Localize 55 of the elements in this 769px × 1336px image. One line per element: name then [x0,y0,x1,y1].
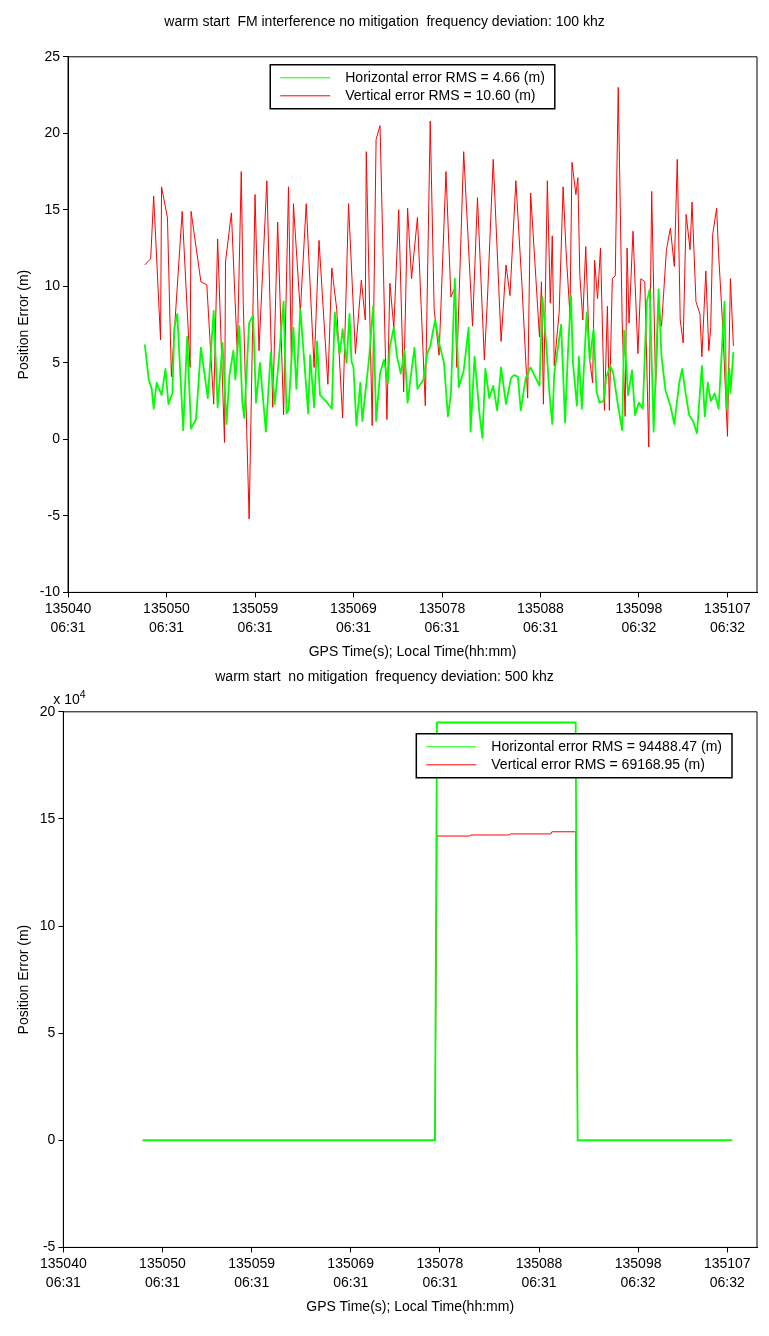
x-tick-label: 135098 [614,1254,662,1271]
y-tick-label: -10 [39,583,61,600]
y-tick-label: 5 [52,353,61,370]
x-tick-label: 135059 [228,1254,276,1271]
y-axis-title: Position Error (m) [15,269,32,380]
text: 06:32 [709,1274,745,1291]
x-tick-label: 135050 [139,1254,187,1271]
x-tick-label: 135069 [330,599,378,616]
x-tick-label: 135069 [327,1254,375,1271]
text: 06:31 [333,1274,369,1291]
x-tick-label: 135059 [231,599,279,616]
y-tick-label: 10 [44,277,61,294]
x-axis-title: GPS Time(s); Local Time(hh:mm) [308,643,517,660]
text: 06:31 [45,1274,82,1291]
x-tick-label: 135088 [515,1254,563,1271]
y-tick-label: -5 [47,506,61,523]
y-tick-label: 15 [44,200,61,217]
text: 06:31 [148,619,185,636]
y-tick-label: 20 [44,124,61,141]
y-tick-label: 10 [39,916,56,933]
y-tick-label: 5 [47,1024,56,1041]
text: 06:31 [521,1274,557,1291]
text: 06:32 [620,1274,656,1291]
x-tick-label: 135088 [517,599,565,616]
x-tick-label: 135098 [615,599,663,616]
y-tick-label: 25 [44,47,61,64]
legend-label: Horizontal error RMS = 94488.47 (m) [491,737,722,754]
x-tick-label: 135107 [703,1254,751,1271]
x-tick-label: 135050 [143,599,191,616]
y-tick-label: 0 [52,430,61,447]
chart-title: warm start no mitigation frequency deviation: 500 khz [214,668,554,685]
x-tick-label: 135078 [416,1254,464,1271]
y-tick-label: 15 [39,809,56,826]
legend-label: Vertical error RMS = 69168.95 (m) [491,755,705,772]
x-tick-label: 135107 [704,599,752,616]
text: 06:31 [522,619,559,636]
text: 06:31 [422,1274,458,1291]
y-axis-title: Position Error (m) [15,924,32,1035]
text: 06:32 [621,619,657,636]
y-tick-label: 0 [47,1131,56,1148]
text: 06:31 [424,619,460,636]
text: 06:31 [237,619,273,636]
legend-label: Vertical error RMS = 10.60 (m) [345,86,536,103]
text: 06:31 [335,619,372,636]
text: 06:32 [709,619,746,636]
x-tick-label: 135040 [44,599,92,616]
x-tick-label: 135078 [418,599,466,616]
x-tick-label: 135040 [40,1254,87,1271]
text: 06:31 [144,1274,181,1291]
x-axis-title: GPS Time(s); Local Time(hh:mm) [306,1298,515,1315]
chart-title: warm start FM interference no mitigation frequency deviation: 100 khz [163,13,605,30]
y-tick-label: -5 [42,1238,56,1255]
legend-label: Horizontal error RMS = 4.66 (m) [345,68,545,85]
text: 06:31 [50,619,86,636]
text: 06:31 [234,1274,270,1291]
